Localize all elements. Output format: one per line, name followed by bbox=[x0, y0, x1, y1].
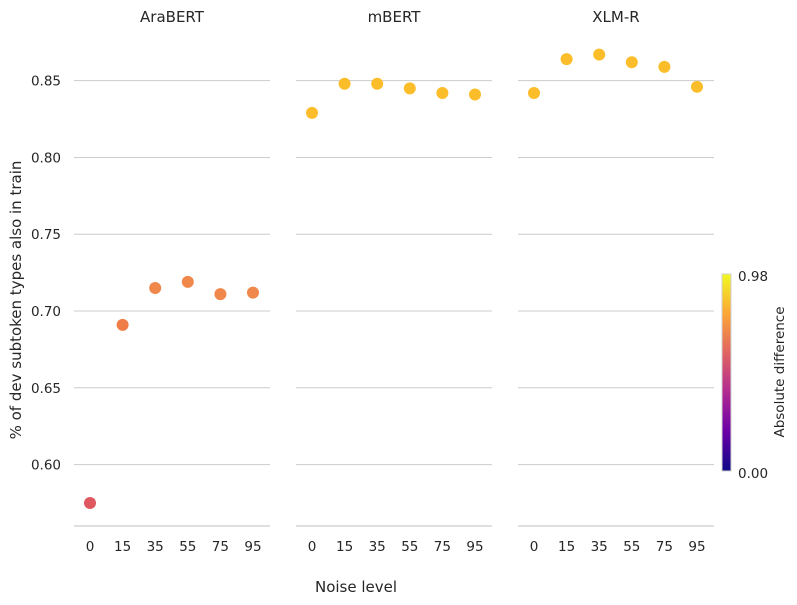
data-point bbox=[149, 281, 162, 294]
y-axis-label: % of dev subtoken types also in train bbox=[7, 161, 25, 440]
colorbar-max-label: 0.98 bbox=[738, 269, 768, 285]
x-tick-label: 55 bbox=[623, 539, 640, 555]
y-tick-label: 0.60 bbox=[31, 458, 61, 474]
data-point bbox=[593, 48, 606, 61]
data-point bbox=[371, 77, 384, 90]
x-tick-label: 95 bbox=[688, 539, 705, 555]
x-tick-label: 15 bbox=[558, 539, 575, 555]
x-tick-label: 0 bbox=[308, 539, 317, 555]
data-point bbox=[338, 77, 351, 90]
x-tick-label: 75 bbox=[212, 539, 229, 555]
data-point bbox=[528, 86, 540, 99]
colorbar-title: Absolute difference bbox=[772, 306, 788, 437]
y-tick-label: 0.70 bbox=[31, 304, 61, 320]
panel-title: XLM-R bbox=[592, 8, 639, 26]
y-tick-label: 0.65 bbox=[31, 381, 61, 397]
x-tick-label: 15 bbox=[114, 539, 131, 555]
x-tick-label: 75 bbox=[656, 539, 673, 555]
data-point bbox=[116, 318, 129, 331]
y-tick-label: 0.75 bbox=[31, 227, 61, 243]
data-point bbox=[214, 288, 227, 301]
y-tick-label: 0.80 bbox=[31, 150, 61, 166]
x-tick-label: 95 bbox=[244, 539, 261, 555]
data-point bbox=[469, 88, 481, 101]
x-tick-label: 75 bbox=[434, 539, 451, 555]
panel-xlm-r: XLM-R 0 15 35 55 75 95 bbox=[518, 8, 714, 555]
x-tick-label: 35 bbox=[369, 539, 386, 555]
colorbar-min-label: 0.00 bbox=[738, 466, 768, 482]
x-tick-label: 35 bbox=[147, 539, 164, 555]
x-tick-label: 55 bbox=[401, 539, 418, 555]
data-point bbox=[436, 86, 449, 99]
data-point bbox=[181, 275, 194, 288]
x-tick-label: 35 bbox=[591, 539, 608, 555]
data-point bbox=[658, 60, 671, 73]
panel-arabert: AraBERT 0 15 35 55 75 95 0.60 0.65 0.70 0.75 0.80 0.… bbox=[31, 8, 270, 555]
x-tick-label: 95 bbox=[466, 539, 483, 555]
data-point bbox=[403, 82, 416, 95]
data-point bbox=[691, 80, 703, 93]
colorbar-gradient bbox=[721, 273, 732, 472]
x-axis-label: Noise level bbox=[315, 578, 397, 596]
panel-title: AraBERT bbox=[140, 8, 205, 26]
x-tick-label: 0 bbox=[86, 539, 95, 555]
data-point bbox=[560, 53, 573, 66]
x-tick-label: 0 bbox=[530, 539, 539, 555]
data-point bbox=[84, 496, 96, 509]
panel-title: mBERT bbox=[368, 8, 422, 26]
data-point bbox=[247, 286, 259, 299]
data-point bbox=[625, 56, 638, 69]
data-point bbox=[306, 106, 318, 119]
x-tick-label: 55 bbox=[179, 539, 196, 555]
colorbar: 0.98 0.00 Absolute difference bbox=[721, 269, 788, 482]
y-tick-label: 0.85 bbox=[31, 74, 61, 90]
panel-mbert: mBERT 0 15 35 55 75 95 bbox=[296, 8, 492, 555]
x-tick-label: 15 bbox=[336, 539, 353, 555]
